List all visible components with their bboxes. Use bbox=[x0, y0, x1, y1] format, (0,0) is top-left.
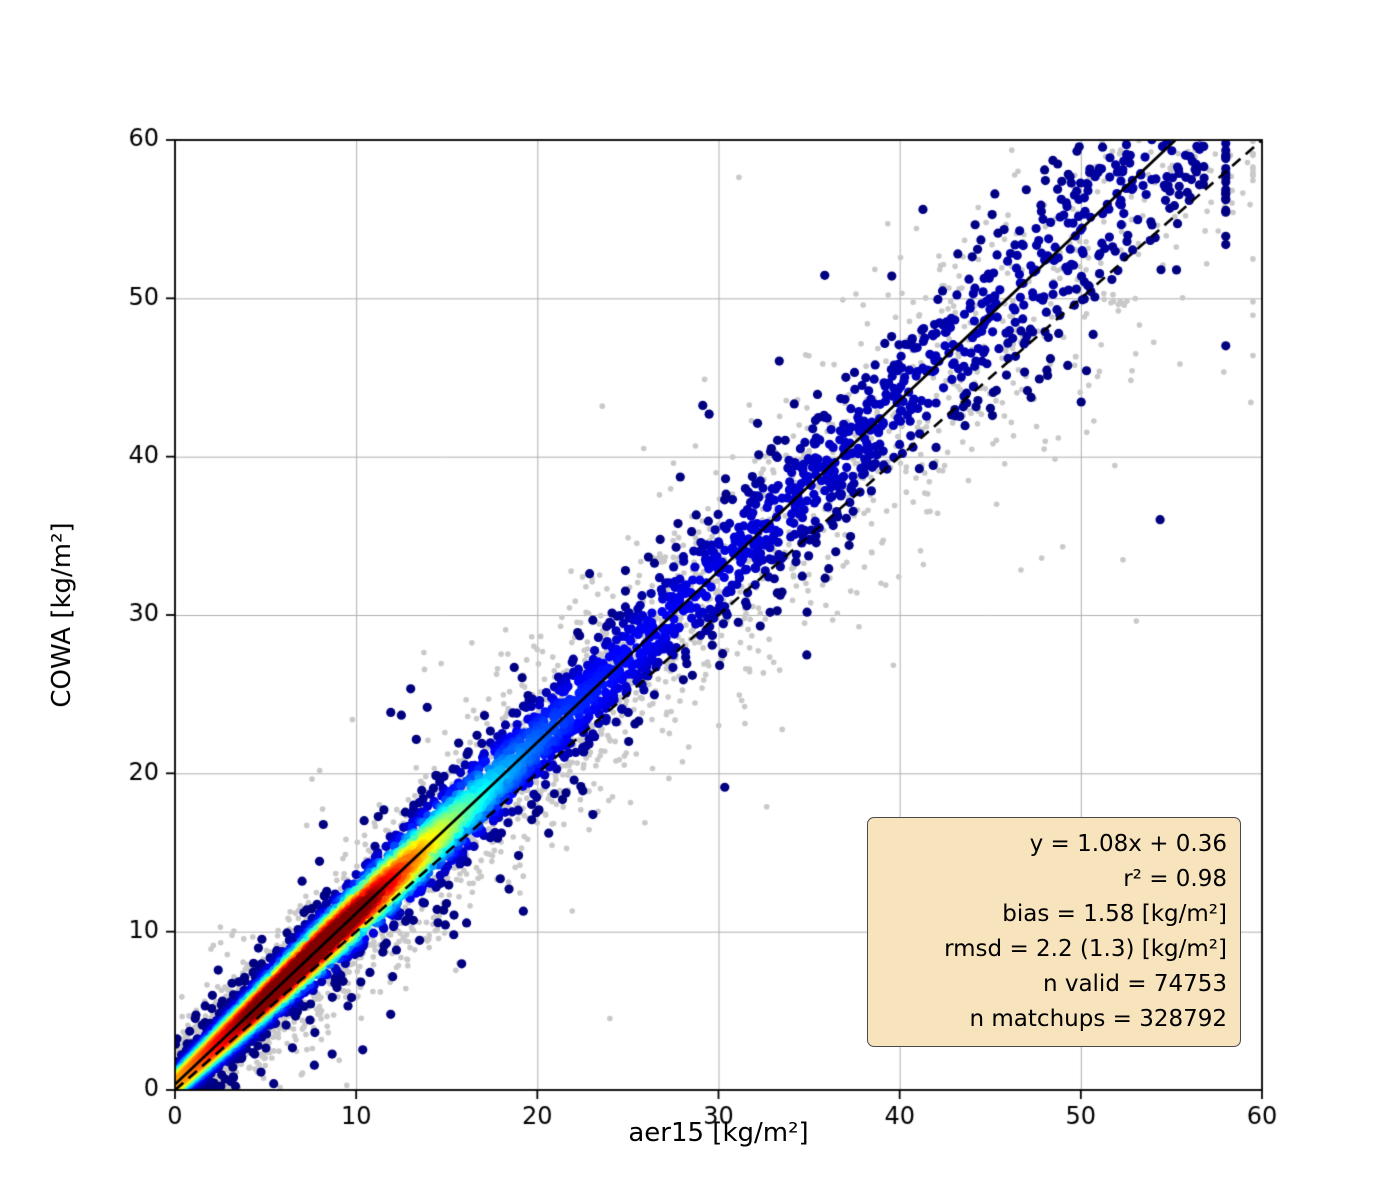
stats-line-rmsd: rmsd = 2.2 (1.3) [kg/m²] bbox=[944, 936, 1227, 962]
stats-box: y = 1.08x + 0.36 r² = 0.98 bias = 1.58 [… bbox=[867, 817, 1241, 1047]
x-axis-label: aer15 [kg/m²] bbox=[628, 1118, 809, 1148]
stats-line-n-matchups: n matchups = 328792 bbox=[969, 1006, 1227, 1032]
stats-line-bias: bias = 1.58 [kg/m²] bbox=[1002, 901, 1227, 927]
stats-line-r2: r² = 0.98 bbox=[1123, 866, 1227, 892]
stats-line-equation: y = 1.08x + 0.36 bbox=[1029, 831, 1227, 857]
stats-line-n-valid: n valid = 74753 bbox=[1042, 971, 1227, 997]
y-axis-label: COWA [kg/m²] bbox=[47, 522, 77, 708]
